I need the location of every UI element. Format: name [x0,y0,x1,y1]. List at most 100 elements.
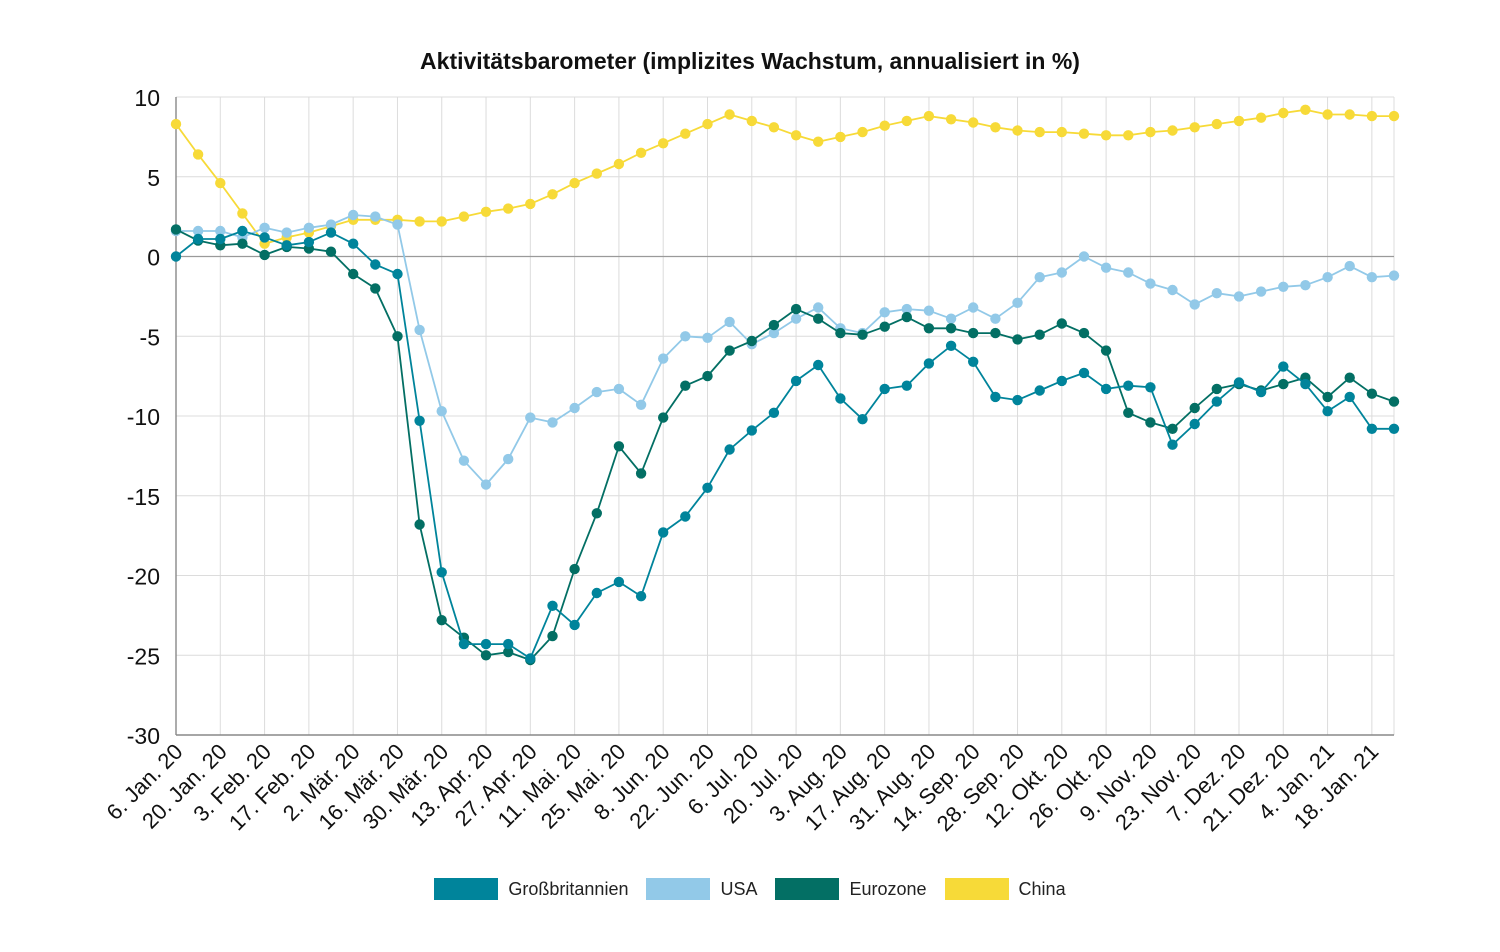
legend-swatch [646,878,711,900]
data-point [680,380,691,391]
data-point [503,453,514,465]
data-point [1366,110,1378,122]
data-point [1123,130,1134,141]
series-line [176,214,1395,486]
data-point [680,511,691,522]
data-point [879,120,890,131]
data-point [1123,407,1134,418]
y-tick-label: -5 [140,324,160,350]
data-point [1278,107,1289,119]
data-point [525,198,536,210]
legend-item: China [944,878,1066,900]
data-point [613,383,625,395]
grid [175,96,1395,736]
data-point [923,323,935,334]
data-point [968,356,979,367]
data-point [458,638,470,650]
data-point [1278,361,1289,372]
data-point [480,638,492,650]
data-point [658,353,669,364]
data-point [414,216,425,227]
data-point [1366,272,1378,283]
data-point [1366,423,1378,434]
data-point [1189,418,1200,430]
data-point [813,313,824,324]
legend-item: Großbritannien [434,878,628,900]
data-point [237,208,248,219]
data-point [1189,122,1200,133]
y-tick-label: 5 [147,165,160,191]
data-point [724,316,735,328]
data-point [901,380,912,391]
data-point [414,324,425,336]
data-point [1056,318,1068,329]
data-point [1233,291,1245,302]
data-point [1056,126,1068,138]
data-point [1034,385,1045,396]
data-point [436,406,447,417]
data-point [990,391,1001,403]
data-point [325,219,337,230]
data-point [215,233,226,245]
data-point [259,222,270,233]
series-line [175,228,1395,661]
axes [175,97,1394,736]
data-point [1167,439,1178,450]
data-point [458,455,470,466]
data-point [702,482,713,493]
data-point [724,109,735,120]
data-point [1388,270,1400,281]
data-point [591,386,602,398]
data-point [1167,284,1178,296]
data-point [170,251,182,262]
data-point [613,441,625,452]
data-point [790,130,802,141]
data-point [1056,267,1068,278]
data-point [1366,388,1378,399]
data-point [835,131,846,143]
data-point [1255,112,1267,123]
data-point [1034,329,1045,340]
data-point [1034,272,1045,283]
data-point [901,311,912,323]
data-point [1300,378,1311,390]
series-Großbritannien [170,225,1400,664]
data-point [1278,378,1289,390]
legend-item: Eurozone [775,878,927,900]
data-point [635,468,647,479]
data-point [680,331,691,342]
data-point [857,329,868,340]
data-point [547,417,558,428]
y-tick-label: -10 [127,404,160,430]
data-point [1078,327,1090,339]
data-point [237,238,248,249]
data-point [1233,377,1245,388]
series-USA [170,209,1400,490]
data-point [436,567,447,578]
data-point [259,232,270,243]
y-tick-label: -25 [127,643,160,669]
data-point [348,209,359,221]
data-point [1388,110,1400,122]
data-point [1034,126,1045,138]
data-point [569,402,580,414]
data-point [1344,372,1355,383]
data-point [503,638,514,650]
data-point [436,615,447,626]
data-point [879,307,890,318]
data-point [901,303,912,315]
data-point [835,327,846,339]
data-point [1012,394,1023,406]
data-point [968,117,979,128]
data-point [503,646,514,658]
data-point [945,313,957,324]
data-point [525,653,536,664]
data-point [945,114,957,125]
data-point [1189,402,1200,414]
data-point [658,527,669,538]
legend-label: Eurozone [849,878,927,899]
data-point [879,321,890,332]
data-point [170,224,182,235]
data-point [281,240,292,251]
